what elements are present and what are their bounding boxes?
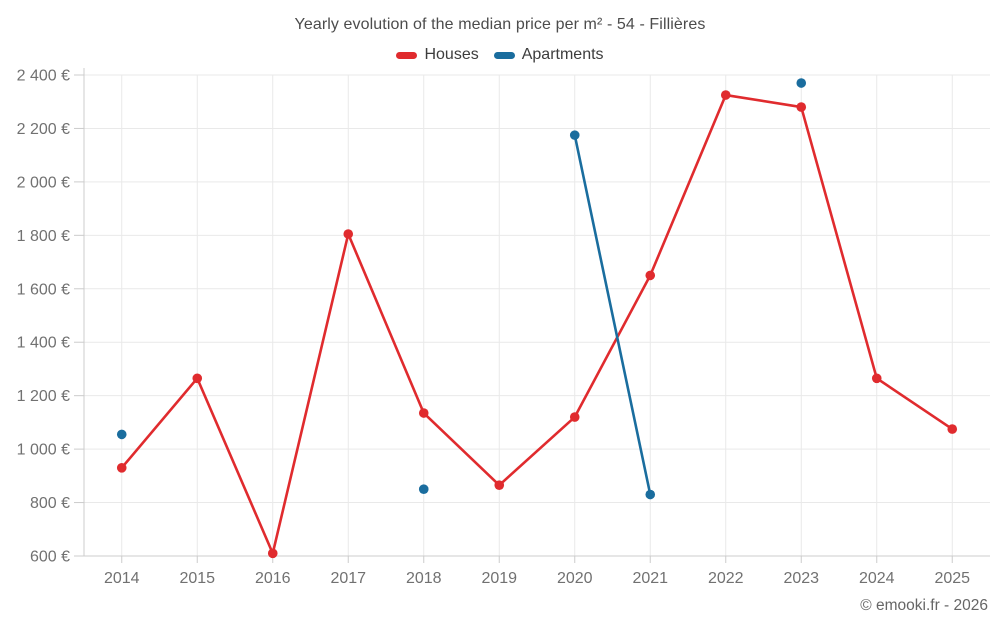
series-segment-houses: [422, 411, 501, 487]
legend-item-houses[interactable]: Houses: [396, 46, 479, 64]
x-axis-label: 2015: [179, 570, 215, 587]
series-segment-houses: [271, 232, 350, 555]
x-axis-label: 2020: [557, 570, 593, 587]
data-point-houses-2015: [192, 373, 203, 384]
series-segment-houses: [875, 376, 954, 431]
y-axis-label: 2 400 €: [17, 68, 70, 85]
y-axis-label: 2 200 €: [17, 121, 70, 138]
y-axis-label: 1 600 €: [17, 281, 70, 298]
legend-item-apartments[interactable]: Apartments: [493, 46, 604, 64]
y-axis-label: 1 200 €: [17, 388, 70, 405]
series-segment-houses: [799, 105, 879, 380]
legend-label: Apartments: [521, 46, 604, 63]
x-axis-label: 2025: [934, 570, 970, 587]
data-point-houses-2025: [947, 424, 958, 434]
chart-title: Yearly evolution of the median price per…: [294, 16, 706, 33]
x-axis-label: 2019: [481, 570, 517, 587]
legend-marker-apartments: [493, 51, 515, 59]
x-axis-label: 2024: [859, 570, 895, 587]
data-point-apartments-2018: [418, 484, 429, 494]
x-axis-label: 2014: [104, 570, 140, 587]
data-point-houses-2017: [343, 229, 354, 239]
data-point-apartments-2021: [645, 489, 656, 500]
copyright-footer: © emooki.fr - 2026: [860, 597, 988, 614]
y-axis-label: 1 400 €: [17, 335, 70, 352]
data-point-houses-2016: [267, 548, 278, 559]
data-point-apartments-2023: [796, 78, 807, 88]
data-point-houses-2014: [116, 463, 127, 473]
legend-label: Houses: [424, 46, 479, 63]
data-point-houses-2024: [871, 373, 882, 384]
chart-legend: Houses Apartments: [0, 46, 1000, 64]
data-point-houses-2020: [569, 412, 580, 422]
y-axis-label: 2 000 €: [17, 174, 70, 191]
x-axis-label: 2017: [330, 570, 366, 587]
y-axis-label: 1 800 €: [17, 228, 70, 245]
data-point-houses-2021: [645, 270, 656, 281]
data-point-houses-2023: [796, 102, 807, 112]
x-axis-label: 2022: [708, 570, 744, 587]
series-segment-houses: [497, 415, 577, 487]
x-axis-label: 2023: [783, 570, 819, 587]
data-point-houses-2018: [418, 408, 429, 418]
series-segment-apartments: [573, 133, 652, 496]
data-point-apartments-2020: [569, 130, 580, 140]
series-segment-houses: [648, 93, 728, 277]
series-segment-houses: [346, 232, 426, 415]
series-segment-houses: [195, 376, 275, 555]
x-axis-label: 2021: [632, 570, 668, 587]
x-axis-label: 2018: [406, 570, 442, 587]
y-axis-label: 600 €: [30, 549, 70, 566]
series-segment-houses: [724, 93, 803, 109]
data-point-apartments-2014: [116, 429, 127, 440]
series-segment-houses: [120, 376, 199, 470]
x-axis-label: 2016: [255, 570, 291, 587]
y-axis-label: 1 000 €: [17, 442, 70, 459]
y-axis-label: 800 €: [30, 495, 70, 512]
data-point-houses-2019: [494, 480, 505, 490]
data-point-houses-2022: [720, 90, 731, 100]
legend-marker-houses: [396, 51, 418, 59]
series-segment-houses: [573, 274, 652, 419]
